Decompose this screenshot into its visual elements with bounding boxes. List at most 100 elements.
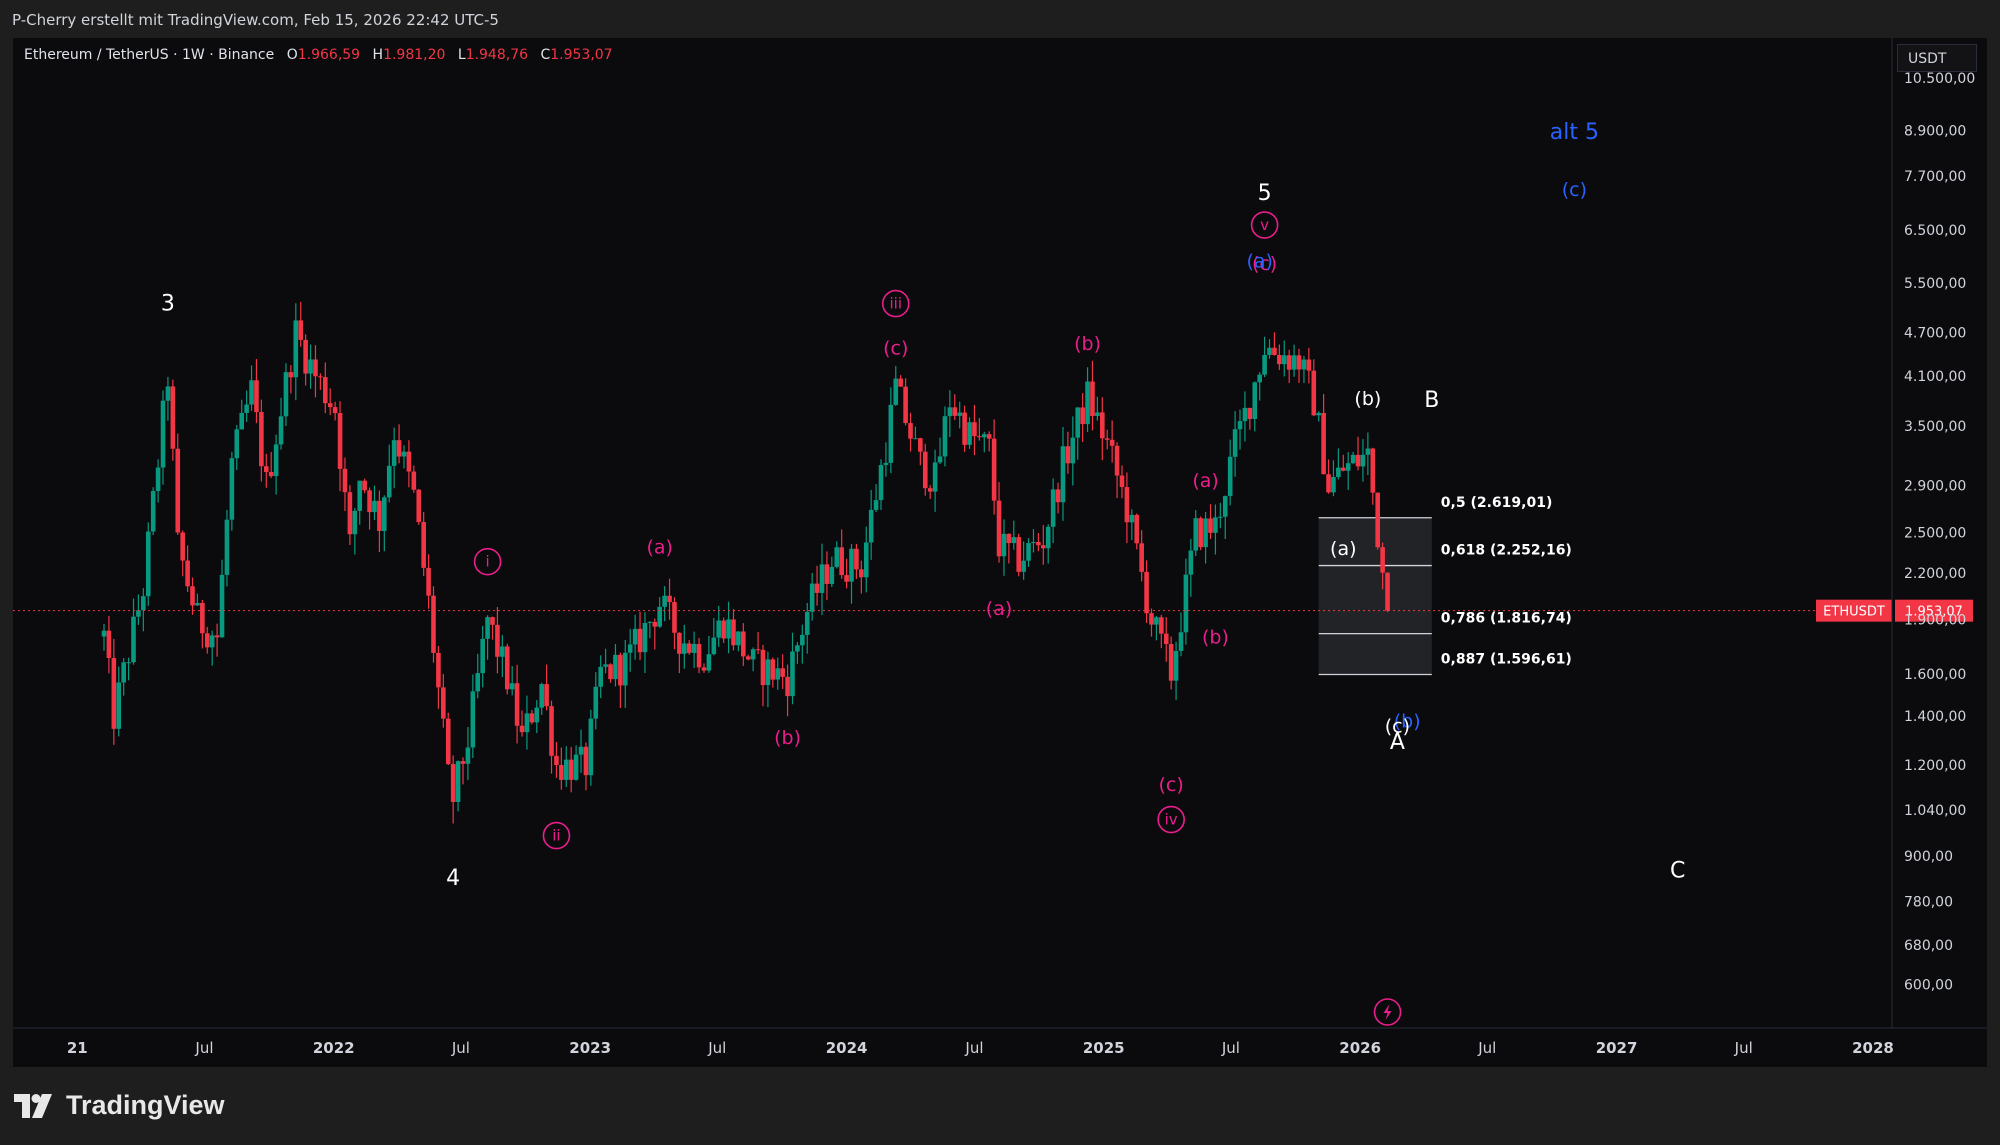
wave-label[interactable]: (c) — [1562, 179, 1587, 201]
candle-body — [1114, 445, 1120, 476]
tradingview-logo[interactable]: TradingView — [14, 1090, 225, 1121]
wave-label[interactable]: 4 — [446, 866, 460, 891]
candle-body — [431, 595, 436, 653]
wave-label[interactable]: (a) — [1330, 538, 1356, 560]
wave-label[interactable]: 5 — [1258, 181, 1272, 206]
candle-body — [1380, 547, 1385, 573]
fibonacci-retracement[interactable]: 0,5 (2.619,01) 0,618 (2.252,16) 0,786 (1.8… — [1318, 495, 1572, 676]
time-tick-label: 2027 — [1596, 1039, 1638, 1057]
candle-body — [298, 320, 304, 340]
wave-label-text: iv — [1165, 811, 1178, 829]
wave-label[interactable]: (a) — [646, 537, 672, 559]
wave-label[interactable]: iv — [1157, 805, 1185, 834]
price-tick-label: 680,00 — [1904, 938, 1953, 954]
lightning-icon[interactable] — [1373, 998, 1402, 1026]
candle-body — [1006, 533, 1012, 544]
wave-label[interactable]: alt 5 — [1550, 120, 1599, 145]
candle-body — [657, 606, 663, 627]
fib-level-label: 0,786 (1.816,74) — [1441, 611, 1572, 627]
candle-body — [155, 467, 161, 492]
candle-body — [254, 380, 259, 412]
candle-body — [1257, 374, 1262, 383]
symbol-title[interactable]: Ethereum / TetherUS · 1W · Binance — [24, 47, 275, 63]
candle-body — [283, 372, 289, 417]
candle-body — [263, 466, 269, 472]
candle-body — [1124, 487, 1130, 523]
candle-body — [1375, 492, 1381, 548]
wave-label[interactable]: (a) — [1192, 470, 1218, 492]
candle-body — [249, 380, 254, 405]
wave-label[interactable]: iii — [881, 289, 910, 318]
candle-body — [229, 458, 235, 520]
wave-label[interactable]: (b) — [1354, 388, 1381, 410]
tradingview-wordmark: TradingView — [66, 1090, 225, 1120]
candle-body — [1252, 382, 1258, 420]
candle-body — [918, 438, 923, 452]
wave-label[interactable]: (c) — [1159, 774, 1184, 796]
wave-label[interactable]: (b) — [1394, 711, 1421, 733]
candlesticks[interactable] — [101, 301, 1390, 824]
candle-body — [288, 372, 294, 378]
wave-label-text: v — [1260, 216, 1269, 234]
close-key: C — [540, 47, 551, 63]
wave-label[interactable]: (c) — [883, 338, 908, 360]
candle-body — [1213, 517, 1218, 533]
candle-body — [1050, 489, 1056, 527]
candle-body — [1272, 347, 1277, 355]
candle-body — [342, 468, 348, 493]
candle-body — [1149, 613, 1154, 625]
candle-body — [854, 548, 859, 570]
candle-body — [588, 718, 594, 776]
candle-body — [323, 377, 328, 404]
wave-label[interactable]: v — [1250, 211, 1279, 239]
candle-body — [273, 444, 279, 477]
candle-body — [1203, 518, 1208, 548]
candle-body — [352, 510, 358, 535]
candle-body — [814, 583, 820, 593]
candle-body — [1267, 347, 1272, 355]
candle-body — [696, 643, 702, 668]
wave-label[interactable]: (c) — [1252, 253, 1277, 275]
candle-body — [1055, 489, 1061, 503]
candle-body — [1385, 572, 1390, 611]
price-tick-label: 2.200,00 — [1904, 566, 1966, 582]
time-axis[interactable]: 21 Jul 2022 Jul 2023 Jul 2024 Jul 2025 Jul 2026 Jul… — [13, 1027, 1987, 1057]
wave-label[interactable]: (b) — [774, 727, 801, 749]
candle-body — [622, 652, 628, 686]
wave-label[interactable]: i — [473, 547, 502, 576]
wave-label[interactable]: (b) — [1074, 333, 1101, 355]
last-price-badge — [1895, 599, 1973, 622]
wave-label[interactable]: C — [1670, 858, 1685, 883]
wave-label[interactable]: (a) — [986, 598, 1012, 620]
wave-label[interactable]: A — [1390, 730, 1405, 755]
candle-body — [327, 403, 333, 408]
candle-body — [967, 422, 972, 445]
wave-label-text: C — [1670, 858, 1685, 883]
wave-label[interactable]: ii — [542, 821, 571, 850]
currency-selector[interactable]: USDT — [1897, 44, 1977, 72]
price-tick-label: 1.400,00 — [1904, 709, 1966, 725]
candle-body — [244, 404, 249, 413]
elliott-wave-labels[interactable]: 345iiiiiiivv(a)(b)(c)(a)(b)(c)(a)(b)(c)(… — [161, 120, 1685, 1026]
wave-label[interactable]: 3 — [161, 292, 175, 317]
wave-label[interactable]: (a) — [1246, 251, 1272, 273]
time-tick-label: Jul — [707, 1039, 726, 1057]
candle-body — [627, 644, 633, 653]
wave-label[interactable]: (c) — [1385, 715, 1410, 737]
wave-label[interactable]: (b) — [1202, 627, 1229, 649]
candle-body — [1331, 476, 1336, 493]
price-axis[interactable]: 10.500,00 8.900,00 7.700,00 6.500,00 5.500,0… — [1891, 38, 1975, 1028]
candle-body — [1350, 454, 1356, 464]
fib-level-label: 0,887 (1.596,61) — [1441, 651, 1572, 667]
candle-body — [539, 684, 544, 708]
price-tick-label: 1.200,00 — [1904, 758, 1966, 774]
wave-label-text: (a) — [1192, 470, 1218, 492]
wave-label[interactable]: B — [1424, 388, 1439, 413]
candle-body — [1085, 381, 1090, 425]
candle-body — [1242, 407, 1248, 422]
candle-body — [1031, 542, 1036, 544]
candle-body — [278, 416, 284, 445]
time-tick-label: Jul — [1477, 1039, 1496, 1057]
candle-body — [927, 488, 933, 492]
